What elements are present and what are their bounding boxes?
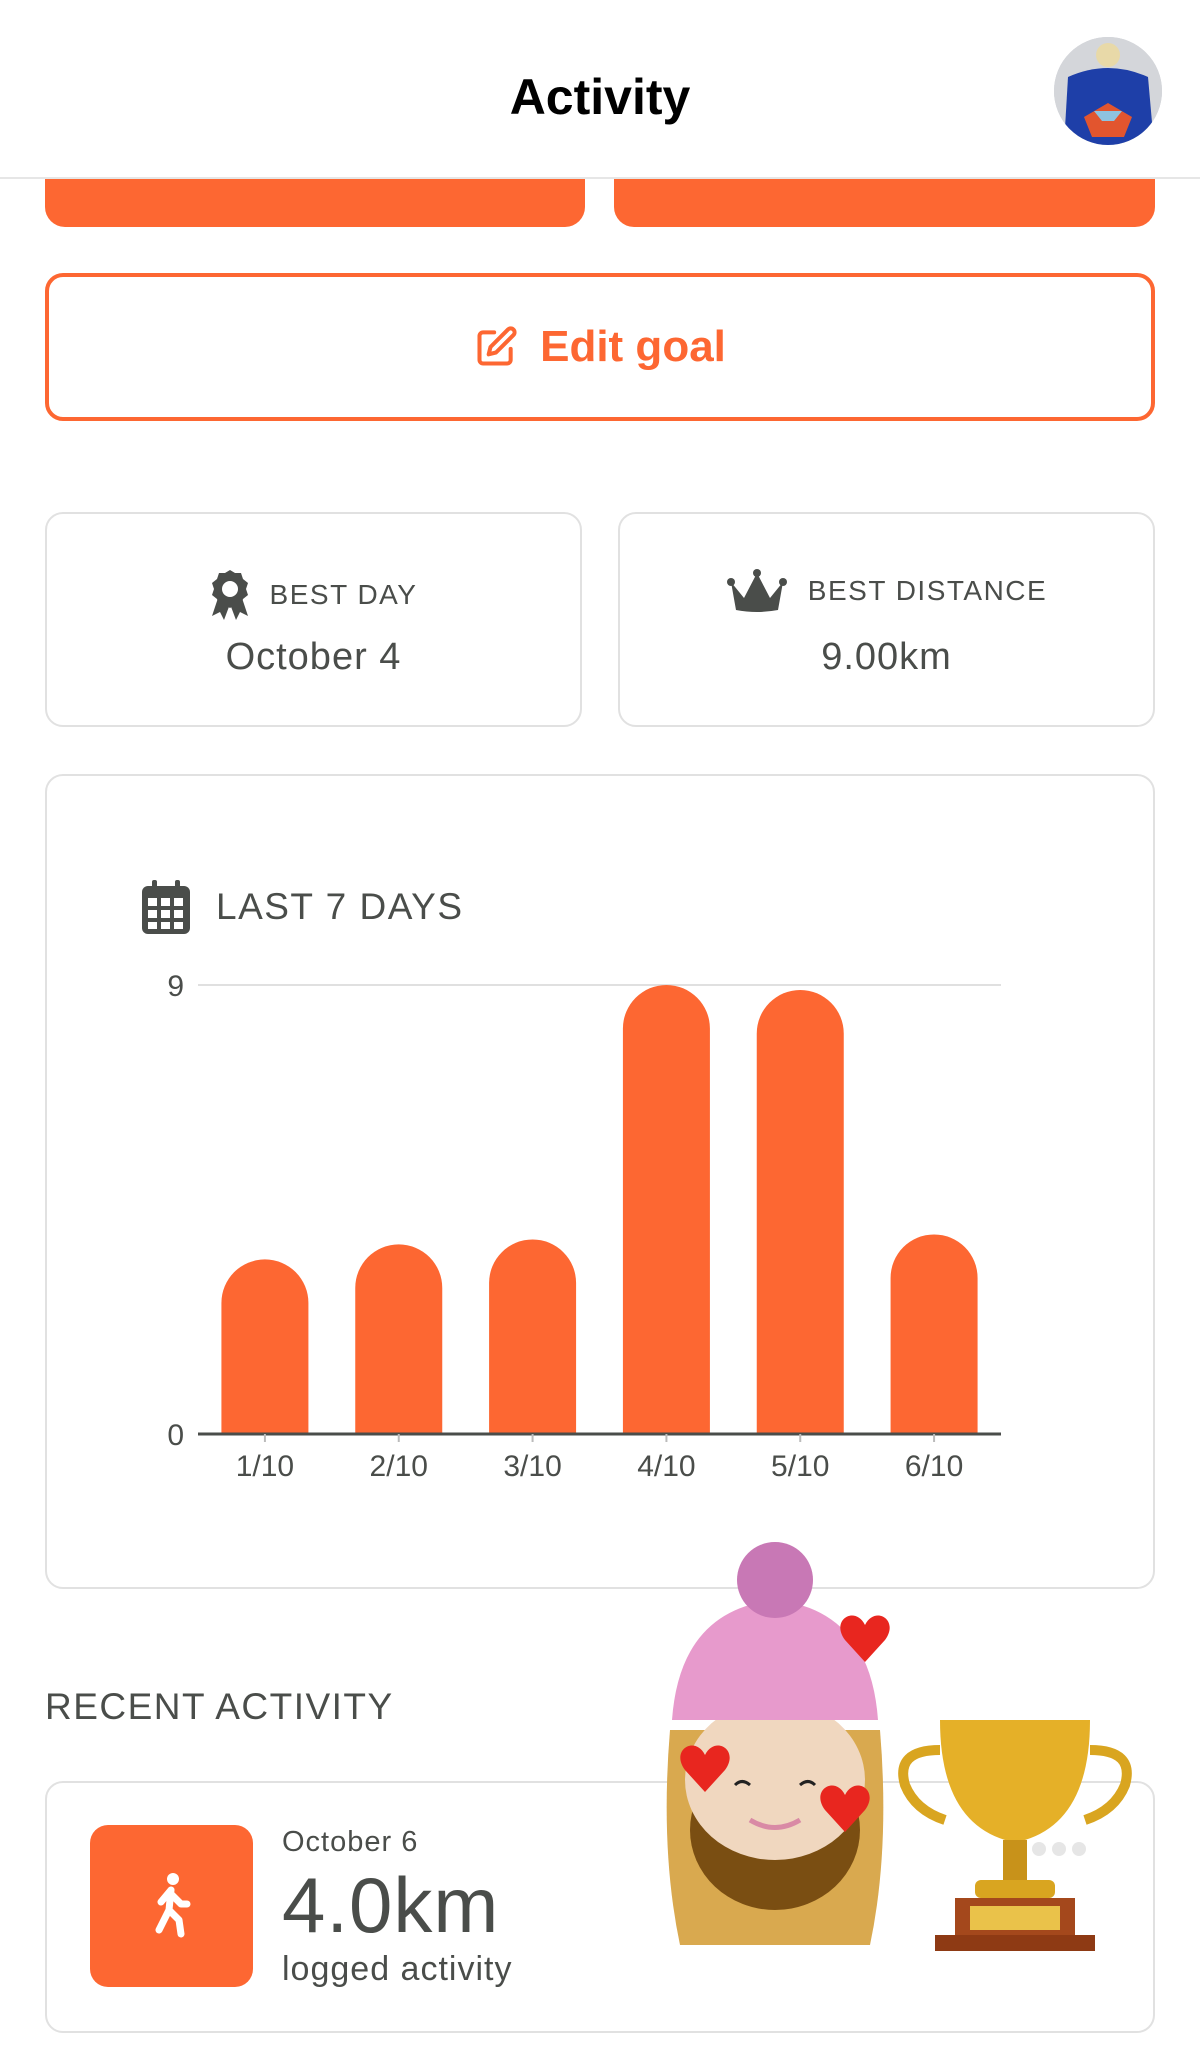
activity-distance: 4.0km (282, 1861, 500, 1949)
trophy-sticker-icon (898, 1720, 1132, 1951)
award-ribbon-icon (211, 570, 248, 620)
edit-goal-label: Edit goal (540, 322, 726, 371)
x-tick-label: 4/10 (637, 1450, 695, 1483)
activity-date: October 6 (282, 1826, 419, 1858)
walking-icon (155, 1873, 190, 1938)
best-distance-value: 9.00km (821, 636, 952, 678)
chart-title-text: LAST 7 DAYS (216, 886, 464, 927)
bar-3/10 (489, 1239, 577, 1434)
x-tick-label: 3/10 (503, 1450, 561, 1483)
page-title: Activity (509, 69, 691, 125)
profile-photo-icon (1054, 37, 1162, 145)
app-header: Activity (0, 0, 1200, 179)
best-day-card: BEST DAY October 4 (45, 512, 582, 727)
memoji-sticker-icon (666, 1542, 890, 1945)
bar-2/10 (355, 1244, 443, 1434)
best-distance-label: BEST DISTANCE (807, 575, 1048, 606)
best-day-label: BEST DAY (269, 579, 418, 610)
x-tick-label: 6/10 (905, 1450, 963, 1483)
last-7-days-card (45, 774, 1155, 1589)
activity-type-badge (90, 1825, 253, 1987)
pencil-square-icon (477, 326, 517, 366)
y-tick-label: 0 (167, 1419, 184, 1452)
recent-activity-heading: RECENT ACTIVITY (45, 1686, 394, 1727)
avatar[interactable] (1054, 37, 1162, 145)
bar-4/10 (622, 985, 710, 1434)
activity-caption: logged activity (282, 1950, 513, 1988)
x-tick-label: 5/10 (771, 1450, 829, 1483)
y-tick-label: 9 (167, 970, 184, 1003)
x-tick-label: 1/10 (236, 1450, 294, 1483)
best-distance-card: BEST DISTANCE 9.00km (618, 512, 1155, 727)
bar-5/10 (756, 989, 844, 1434)
best-day-value: October 4 (225, 636, 402, 678)
bar-1/10 (221, 1259, 309, 1434)
edit-goal-button[interactable]: Edit goal (45, 273, 1155, 421)
more-options-button[interactable] (1032, 1842, 1086, 1856)
calendar-icon (142, 880, 190, 934)
x-tick-label: 2/10 (370, 1450, 428, 1483)
crown-icon (726, 569, 787, 612)
bar-6/10 (890, 1234, 978, 1434)
bar-chart: 9 0 1/10 2/10 3/10 4/10 5/10 6/10 (167, 970, 1001, 1483)
chart-title: LAST 7 DAYS (142, 880, 464, 934)
